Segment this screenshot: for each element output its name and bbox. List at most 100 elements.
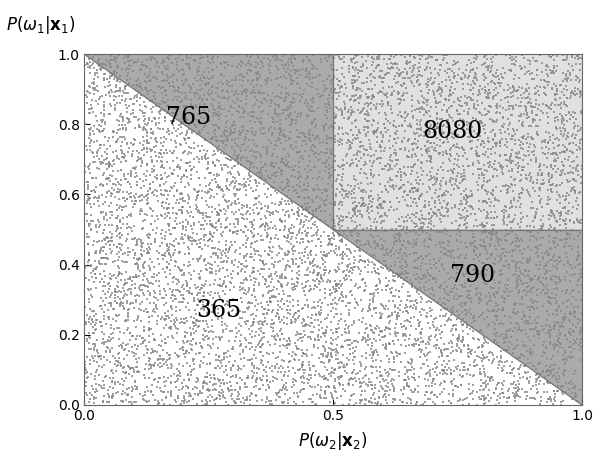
Point xyxy=(94,155,104,162)
Point xyxy=(265,62,275,69)
Point xyxy=(480,186,490,194)
Point xyxy=(415,192,425,199)
Point xyxy=(470,242,479,249)
Point xyxy=(348,132,358,139)
Point xyxy=(142,168,151,175)
Point xyxy=(392,313,402,320)
Point xyxy=(496,151,505,158)
Point xyxy=(80,227,89,234)
Point xyxy=(303,230,313,237)
Point xyxy=(362,117,371,125)
Point xyxy=(188,213,198,220)
Point xyxy=(375,372,385,379)
Point xyxy=(384,138,394,145)
Point xyxy=(569,346,579,353)
Point xyxy=(131,296,141,303)
Point xyxy=(284,163,293,171)
Point xyxy=(425,234,435,241)
Point xyxy=(178,119,187,126)
Point xyxy=(142,231,152,239)
Point xyxy=(457,322,466,329)
Point xyxy=(486,252,496,259)
Point xyxy=(194,128,203,135)
Point xyxy=(122,224,132,231)
Point xyxy=(479,137,488,144)
Point xyxy=(468,159,478,166)
Point xyxy=(364,52,373,59)
Point xyxy=(301,232,311,239)
Bar xyxy=(333,54,582,230)
Point xyxy=(230,228,240,235)
Point xyxy=(87,308,97,315)
Point xyxy=(173,375,182,382)
Point xyxy=(350,60,360,67)
Point xyxy=(419,273,428,280)
Point xyxy=(526,304,536,311)
Point xyxy=(367,162,377,169)
Point xyxy=(474,108,484,115)
Point xyxy=(432,324,442,331)
Point xyxy=(568,203,577,210)
Point xyxy=(531,324,541,331)
Point xyxy=(129,254,139,261)
Point xyxy=(541,289,551,297)
Point xyxy=(208,250,218,257)
Point xyxy=(265,273,274,280)
Point xyxy=(571,198,581,205)
Point xyxy=(422,266,432,274)
Point xyxy=(514,265,524,272)
Point xyxy=(227,165,237,172)
Point xyxy=(95,142,104,149)
Point xyxy=(329,72,339,79)
Point xyxy=(292,149,301,157)
Point xyxy=(372,348,382,356)
Point xyxy=(133,261,143,268)
Point xyxy=(379,204,388,212)
Point xyxy=(528,179,538,186)
Point xyxy=(454,398,463,405)
Point xyxy=(232,186,242,194)
Point xyxy=(530,187,539,194)
Point xyxy=(308,142,317,149)
Point xyxy=(435,295,445,302)
Point xyxy=(143,308,153,315)
Point xyxy=(430,375,439,382)
Point xyxy=(373,241,383,248)
Point xyxy=(494,320,504,327)
Point xyxy=(251,344,261,351)
Point xyxy=(490,80,499,87)
Point xyxy=(124,286,133,293)
Point xyxy=(256,65,265,72)
Point xyxy=(230,156,240,163)
Point xyxy=(366,179,376,186)
Point xyxy=(280,98,289,105)
Point xyxy=(439,357,448,364)
Point xyxy=(568,108,577,115)
Point xyxy=(227,122,237,129)
Point xyxy=(480,336,490,343)
Point xyxy=(95,122,104,129)
Point xyxy=(186,208,196,216)
Point xyxy=(312,264,322,271)
Point xyxy=(446,191,456,198)
Point xyxy=(218,394,227,401)
Point xyxy=(266,140,276,147)
Point xyxy=(449,166,458,173)
Point xyxy=(559,166,568,173)
Point xyxy=(508,104,517,112)
Point xyxy=(547,174,556,181)
Point xyxy=(449,367,458,374)
Point xyxy=(296,133,305,140)
Point xyxy=(389,387,399,395)
Point xyxy=(233,392,243,399)
Point xyxy=(421,66,431,73)
Point xyxy=(98,182,108,189)
Point xyxy=(137,334,147,342)
Point xyxy=(220,105,229,112)
Point xyxy=(100,226,109,234)
Point xyxy=(248,153,258,160)
Point xyxy=(226,364,235,371)
Point xyxy=(86,140,95,147)
Point xyxy=(360,387,370,394)
Point xyxy=(206,230,215,238)
